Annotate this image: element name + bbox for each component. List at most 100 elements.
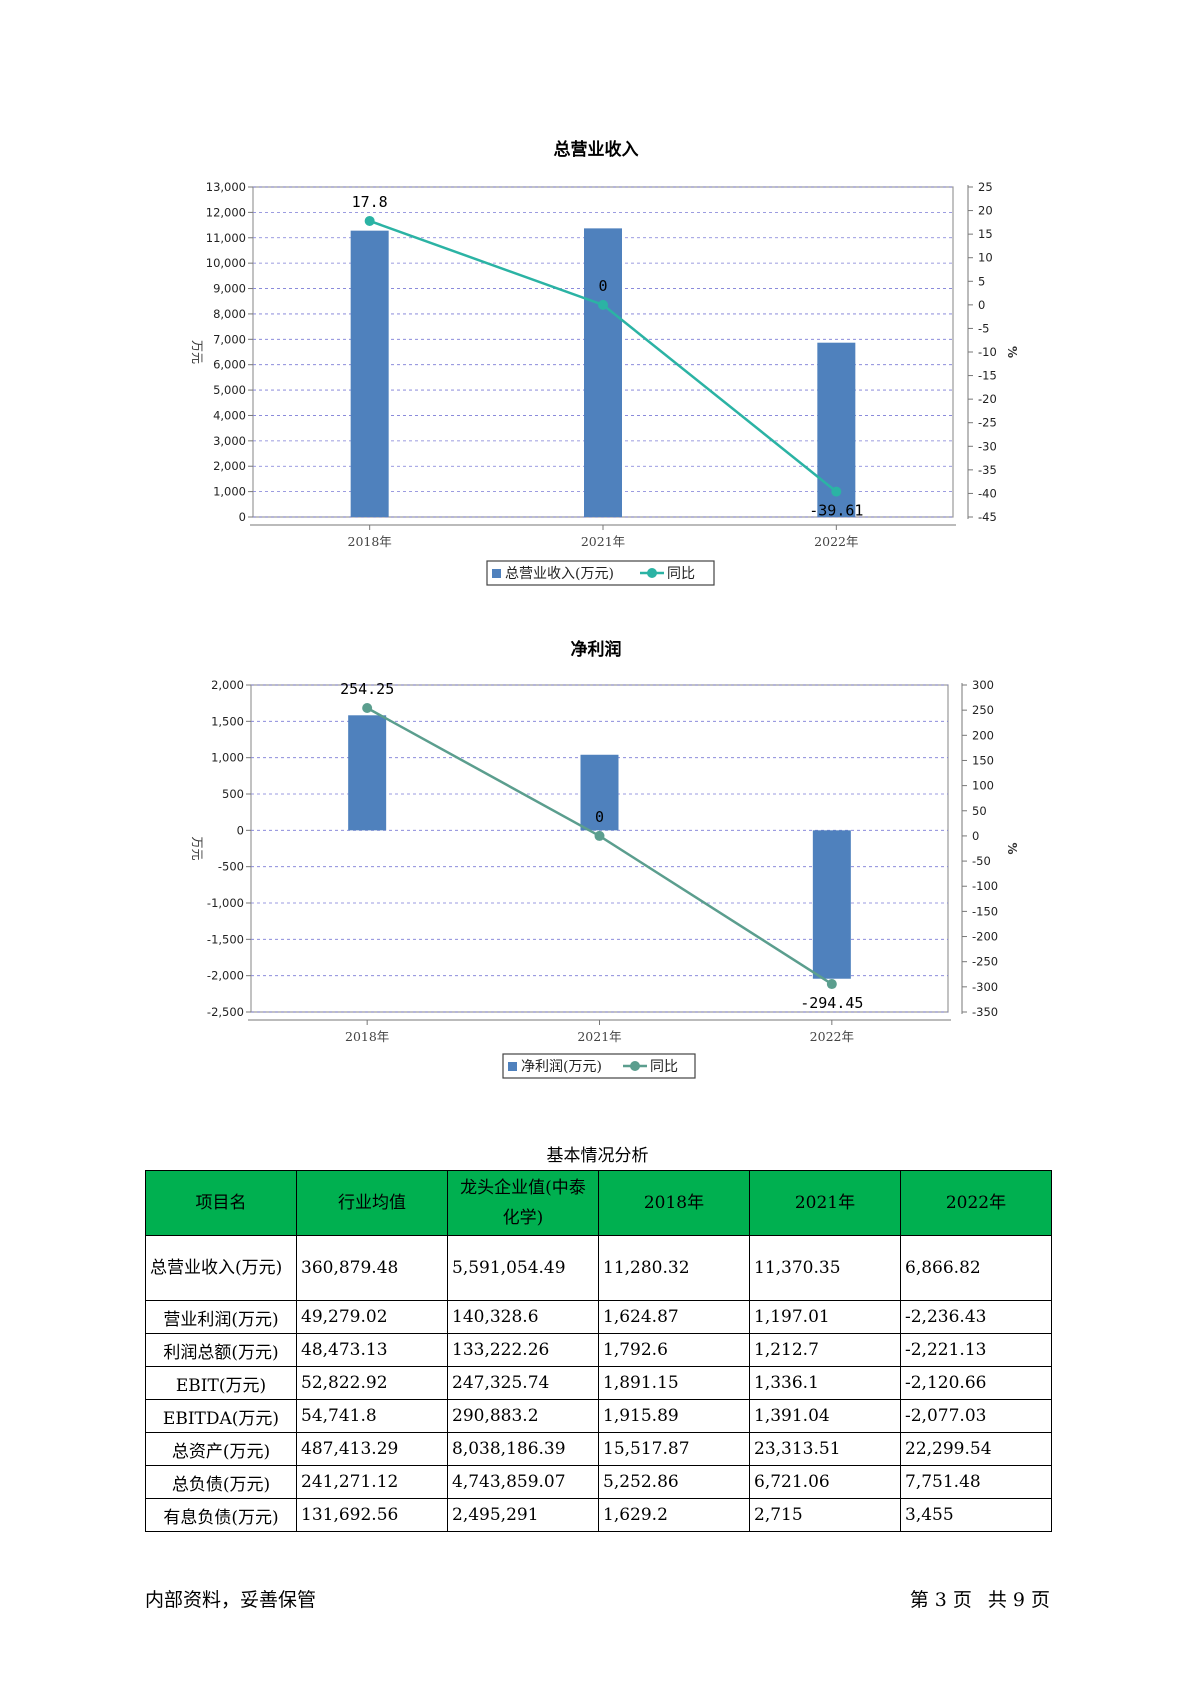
header-industry-avg: 行业均值 [296,1170,448,1236]
legend-box [486,560,715,586]
y2-tick-label: -45 [978,510,997,524]
table-row: 总营业收入(万元) 360,879.48 5,591,054.49 11,280… [145,1235,1052,1301]
header-item-name: 项目名 [145,1170,297,1236]
table-row: 利润总额(万元) 48,473.13 133,222.26 1,792.6 1,… [145,1333,1052,1367]
y2-axis-label: % [1005,346,1019,358]
y2-tick-label: 0 [972,829,979,843]
cell-2022: 22,299.54 [900,1432,1052,1466]
y2-tick-label: -200 [972,930,998,944]
cell-leader-value: 8,038,186.39 [447,1432,599,1466]
y2-tick-label: 100 [972,779,994,793]
x-tick-label: 2018年 [345,1029,389,1044]
y2-tick-label: -25 [978,416,997,430]
y2-tick-label: 10 [978,251,993,265]
cell-industry-avg: 54,741.8 [296,1399,448,1433]
cell-2021: 1,391.04 [749,1399,901,1433]
cell-leader-value: 4,743,859.07 [447,1465,599,1499]
y-tick-label: 9,000 [213,282,246,296]
y-tick-label: 13,000 [206,180,246,194]
table-row: EBIT(万元) 52,822.92 247,325.74 1,891.15 1… [145,1366,1052,1400]
table-row: 总负债(万元) 241,271.12 4,743,859.07 5,252.86… [145,1465,1052,1499]
x-tick-label: 2022年 [814,534,858,549]
legend-line-marker [630,1061,640,1071]
legend-bar-swatch [492,569,501,578]
yoy-data-label: -294.45 [800,994,863,1012]
cell-industry-avg: 131,692.56 [296,1498,448,1532]
y-tick-label: -2,500 [207,1005,244,1019]
chart-title: 总营业收入 [554,139,639,160]
cell-2021: 23,313.51 [749,1432,901,1466]
legend-bar-swatch [508,1062,517,1071]
net-profit-chart: 净利润 2,000 1,500 1,000 500 0 -500 -1,000 -1,500 -2… [0,630,1191,1100]
y2-tick-label: 200 [972,728,994,742]
header-2018: 2018年 [598,1170,750,1236]
row-name: 有息负债(万元) [145,1498,297,1532]
page-total: 9 [1012,1589,1025,1611]
y-tick-label: 0 [237,823,244,837]
cell-industry-avg: 241,271.12 [296,1465,448,1499]
x-tick-label: 2022年 [810,1029,854,1044]
cell-leader-value: 247,325.74 [447,1366,599,1400]
legend-box [502,1053,696,1079]
legend-line-marker [647,568,657,578]
cell-2021: 1,212.7 [749,1333,901,1367]
revenue-chart-svg: 总营业收入 0 1,000 2,000 3,000 4,000 5,000 6,000 7,00… [190,139,1019,586]
cell-2018: 11,280.32 [598,1235,750,1301]
cell-leader-value: 140,328.6 [447,1300,599,1334]
y-tick-label: 7,000 [213,332,246,346]
y2-tick-label: 50 [972,804,987,818]
yoy-point [598,299,608,310]
legend-bar-label: 净利润(万元) [521,1059,602,1075]
header-2022: 2022年 [900,1170,1052,1236]
y2-tick-label: -100 [972,879,998,893]
y2-tick-label: -40 [978,486,997,500]
cell-2018: 5,252.86 [598,1465,750,1499]
net-profit-chart-svg: 净利润2,0001,5001,0005000-500-1,000-1,500-2… [190,639,1019,1079]
cell-2018: 1,891.15 [598,1366,750,1400]
y2-tick-label: -300 [972,980,998,994]
header-2021: 2021年 [749,1170,901,1236]
y2-tick-label: 300 [972,678,994,692]
page-unit: 页 [952,1589,972,1611]
cell-industry-avg: 48,473.13 [296,1333,448,1367]
y-tick-label: 1,000 [213,485,246,499]
y2-tick-label: -50 [972,854,991,868]
y2-tick-label: -150 [972,904,998,918]
legend-line-label: 同比 [650,1059,678,1075]
cell-2022: -2,120.66 [900,1366,1052,1400]
y2-tick-label: 15 [978,227,993,241]
y-tick-label: 0 [239,510,246,524]
row-name: 总营业收入(万元) [145,1235,297,1301]
cell-2021: 6,721.06 [749,1465,901,1499]
cell-leader-value: 2,495,291 [447,1498,599,1532]
page-current: 3 [934,1589,947,1611]
row-name: 总负债(万元) [145,1465,297,1499]
y-tick-label: 1,000 [211,751,244,765]
table-row: 有息负债(万元) 131,692.56 2,495,291 1,629.2 2,… [145,1498,1052,1532]
y-tick-label: -1,000 [207,896,244,910]
cell-2022: 3,455 [900,1498,1052,1532]
y-tick-label: 6,000 [213,358,246,372]
cell-2018: 1,915.89 [598,1399,750,1433]
cell-2018: 1,624.87 [598,1300,750,1334]
y-tick-label: 1,500 [211,714,244,728]
cell-industry-avg: 52,822.92 [296,1366,448,1400]
y-tick-label: 11,000 [206,231,246,245]
x-tick-label: 2021年 [577,1029,621,1044]
bar [812,830,851,979]
total-unit: 页 [1030,1589,1050,1611]
y2-tick-label: 250 [972,703,994,717]
yoy-data-label: 0 [595,808,604,826]
cell-2018: 1,792.6 [598,1333,750,1367]
cell-2021: 1,336.1 [749,1366,901,1400]
cell-2022: 7,751.48 [900,1465,1052,1499]
cell-2022: -2,077.03 [900,1399,1052,1433]
row-name: 利润总额(万元) [145,1333,297,1367]
table-row: 营业利润(万元) 49,279.02 140,328.6 1,624.87 1,… [145,1300,1052,1334]
yoy-data-label: 0 [598,277,607,295]
bar [350,230,389,517]
row-name: 营业利润(万元) [145,1300,297,1334]
table-row: EBITDA(万元) 54,741.8 290,883.2 1,915.89 1… [145,1399,1052,1433]
y-tick-label: 5,000 [213,383,246,397]
